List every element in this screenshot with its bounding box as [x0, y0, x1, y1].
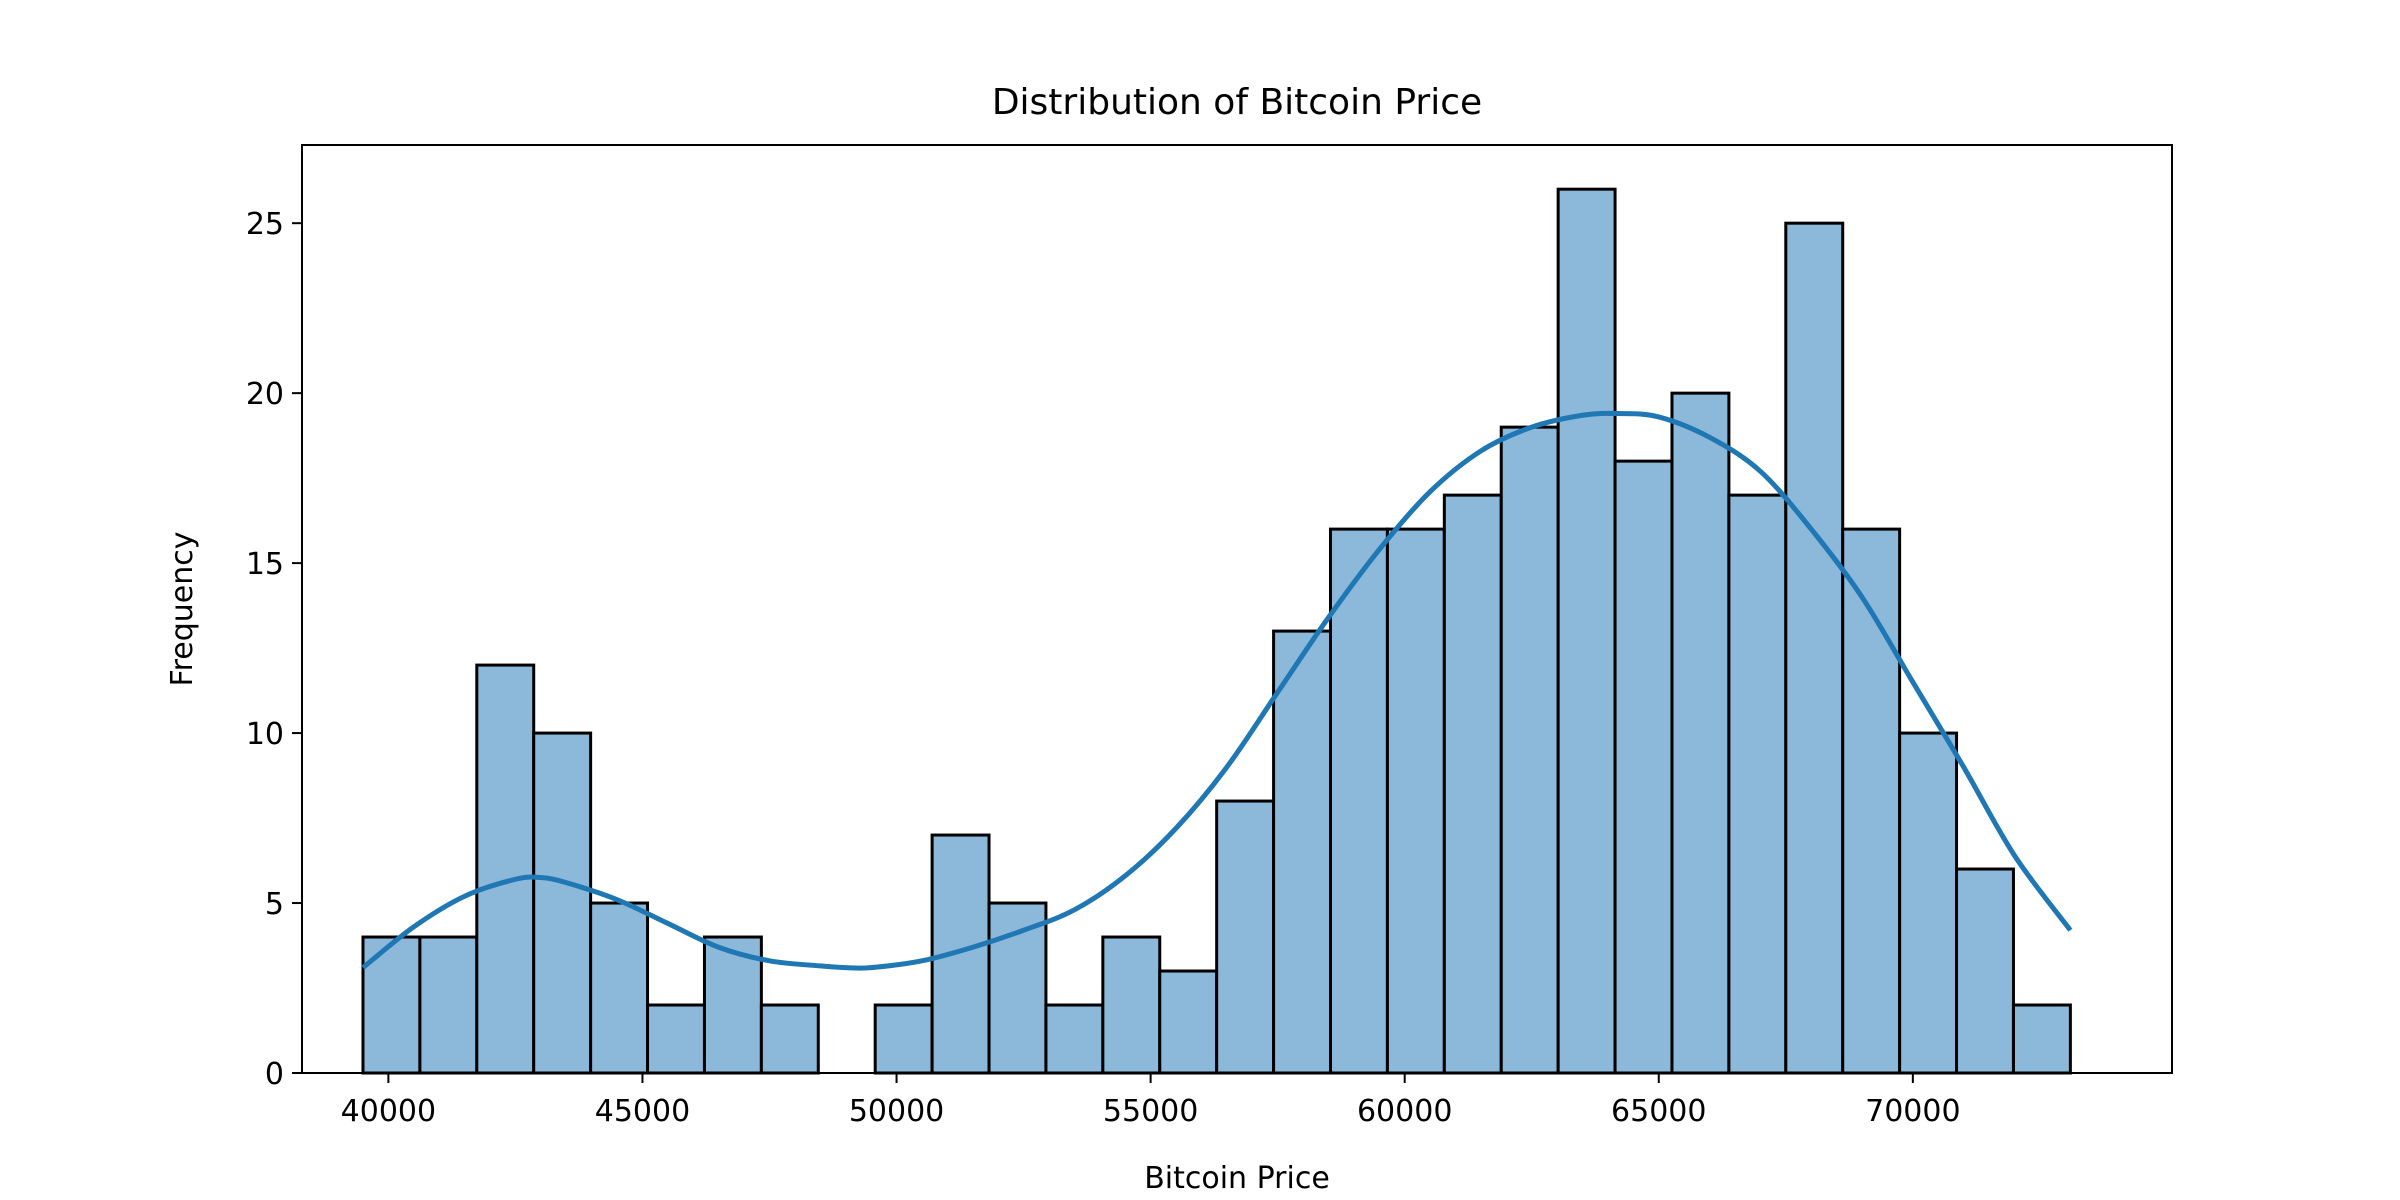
histogram-bar: [1442, 493, 1503, 1075]
histogram-bar: [1158, 969, 1219, 1075]
histogram-bar: [1727, 493, 1788, 1075]
histogram-bar: [1613, 459, 1674, 1075]
y-tick-label: 10: [246, 717, 284, 752]
y-axis-label: Frequency: [165, 532, 200, 687]
y-tick-label: 25: [246, 207, 284, 242]
histogram-bar: [759, 1003, 820, 1075]
x-tick-label: 60000: [1357, 1094, 1452, 1129]
histogram-bar: [1670, 391, 1731, 1075]
x-tick-label: 50000: [849, 1094, 944, 1129]
histogram-bar: [987, 901, 1048, 1075]
histogram-bars: [361, 187, 2072, 1075]
histogram-bar: [2011, 1003, 2072, 1075]
x-tick-label: 40000: [341, 1094, 436, 1129]
histogram-bar: [589, 901, 650, 1075]
histogram-bar: [646, 1003, 706, 1075]
histogram-bar: [1044, 1003, 1105, 1075]
histogram-bar: [1784, 221, 1845, 1075]
histogram-bar: [1215, 799, 1276, 1075]
x-tick-label: 70000: [1865, 1094, 1960, 1129]
x-tick-label: 55000: [1103, 1094, 1198, 1129]
chart-title: Distribution of Bitcoin Price: [992, 82, 1482, 123]
x-tick-label: 45000: [595, 1094, 690, 1129]
kde-curve: [361, 410, 2073, 971]
y-axis-ticks: 0 5 10 15 20 25: [246, 207, 302, 1092]
histogram-bar: [475, 663, 536, 1075]
y-tick-label: 15: [246, 547, 284, 582]
histogram-bar: [1499, 425, 1560, 1075]
histogram-bar: [1898, 731, 1959, 1075]
histogram-bar: [1101, 935, 1162, 1075]
y-tick-label: 20: [246, 377, 284, 412]
histogram-bar: [1272, 629, 1332, 1075]
histogram-bar: [1955, 867, 2015, 1075]
x-tick-label: 65000: [1611, 1094, 1706, 1129]
kde-curve-group: [361, 410, 2073, 971]
histogram-bar: [1329, 527, 1389, 1075]
histogram-bar: [418, 935, 479, 1075]
x-axis-label: Bitcoin Price: [1144, 1161, 1330, 1196]
histogram-bar: [532, 731, 593, 1075]
y-tick-label: 5: [265, 887, 284, 922]
histogram-bar: [1556, 187, 1617, 1075]
x-axis-ticks: 40000 45000 50000 55000 60000 65000 70000: [341, 1073, 1961, 1129]
plot-frame: [301, 144, 2173, 1074]
histogram-bar: [873, 1003, 934, 1075]
histogram-bar: [1385, 527, 1446, 1075]
y-tick-label: 0: [265, 1057, 284, 1092]
